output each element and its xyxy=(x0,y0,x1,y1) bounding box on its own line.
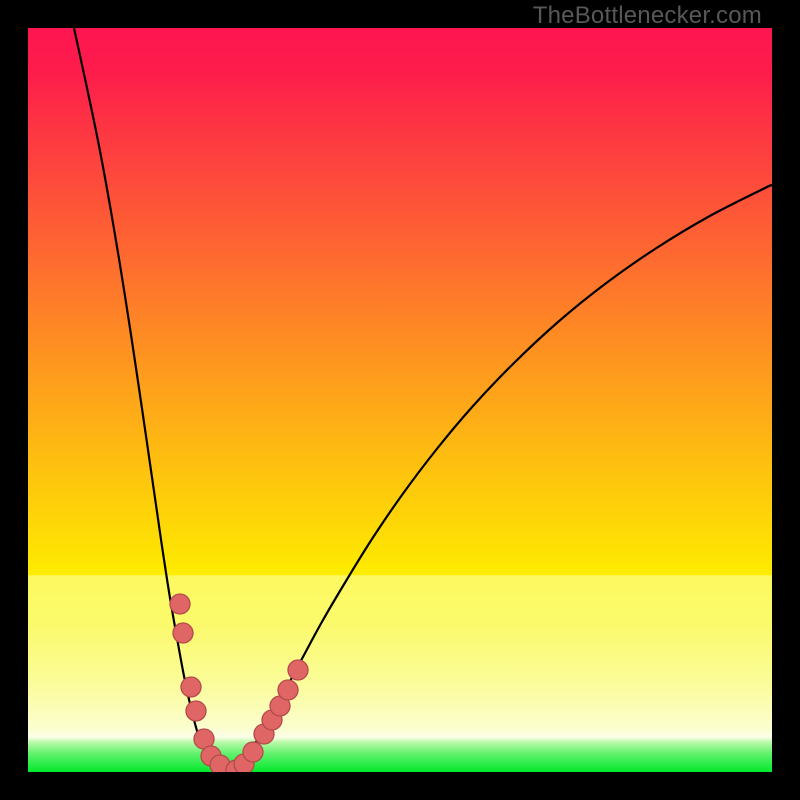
plot-svg xyxy=(28,28,772,772)
chart-root: TheBottlenecker.com xyxy=(0,0,800,800)
data-dot xyxy=(278,680,298,700)
data-dot xyxy=(186,701,206,721)
watermark-text: TheBottlenecker.com xyxy=(533,2,762,30)
data-dot xyxy=(243,742,263,762)
data-dot xyxy=(288,660,308,680)
data-dot xyxy=(173,623,193,643)
data-dot xyxy=(181,677,201,697)
gradient-background xyxy=(28,28,772,772)
data-dot xyxy=(170,594,190,614)
border-bottom xyxy=(0,772,800,800)
border-right xyxy=(772,0,800,800)
border-left xyxy=(0,0,28,800)
plot-area xyxy=(28,28,772,772)
